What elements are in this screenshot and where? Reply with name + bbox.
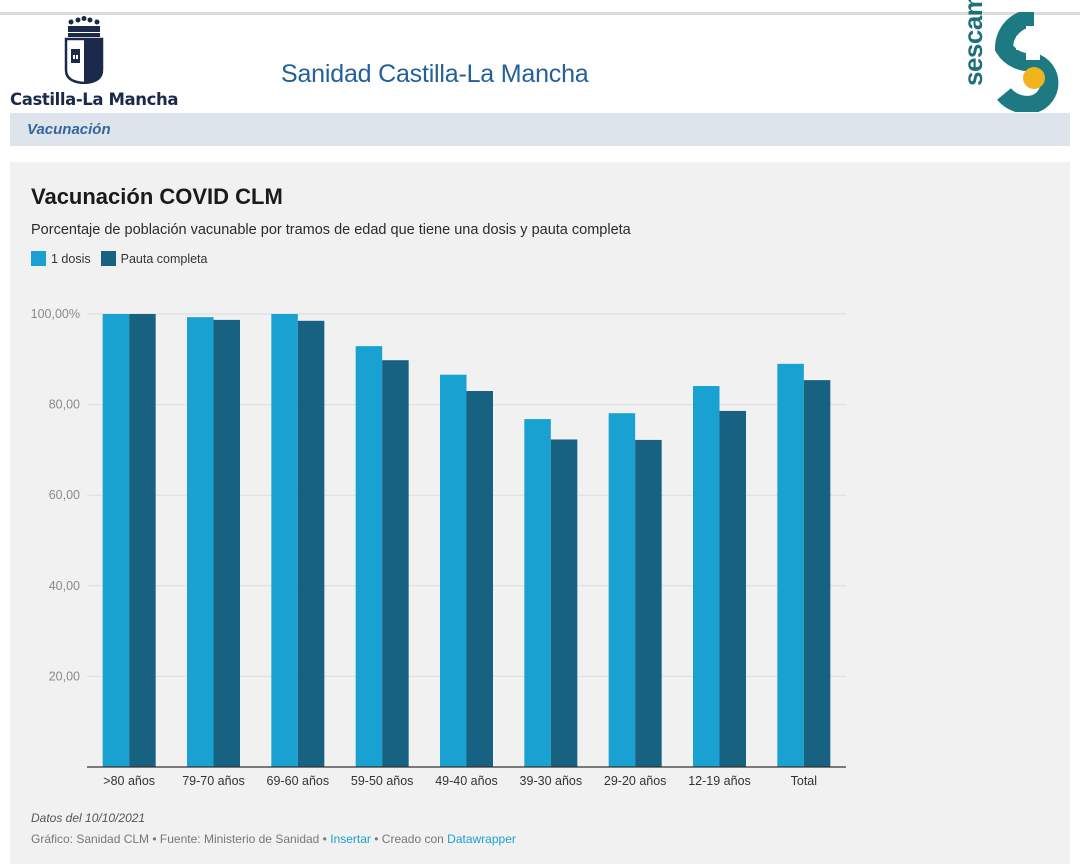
insert-link[interactable]: Insertar	[330, 832, 371, 846]
datawrapper-link[interactable]: Datawrapper	[447, 832, 516, 846]
legend-item-1-dosis: 1 dosis	[31, 251, 91, 266]
section-label[interactable]: Vacunación	[27, 121, 111, 138]
crown-shield-icon	[64, 16, 104, 84]
chart-legend: 1 dosis Pauta completa	[31, 251, 217, 266]
bar-pauta-completa	[719, 410, 746, 767]
legend-swatch-pauta-completa	[100, 251, 116, 266]
chart-title: Vacunación COVID CLM	[31, 184, 283, 209]
bar-pauta-completa	[297, 320, 325, 767]
bar-pauta-completa	[803, 380, 831, 767]
x-tick-label: 59-50 años	[351, 774, 414, 788]
credits-mid: • Creado con	[370, 832, 448, 846]
bar-1-dosis	[608, 413, 636, 767]
section-bar: Vacunación	[10, 113, 1070, 146]
legend-item-pauta-completa: Pauta completa	[100, 251, 208, 266]
x-tick-label: Total	[791, 774, 817, 788]
top-rule	[0, 12, 1080, 15]
x-tick-label: >80 años	[103, 774, 155, 788]
y-tick-label: 100,00%	[31, 307, 80, 321]
bar-1-dosis	[524, 419, 551, 767]
legend-swatch-1-dosis	[31, 251, 46, 266]
bar-1-dosis	[187, 317, 214, 767]
sescam-logo-icon[interactable]	[974, 12, 1070, 112]
legend-label-pauta-completa: Pauta completa	[120, 251, 208, 266]
bar-pauta-completa	[129, 314, 156, 767]
x-tick-label: 49-40 años	[435, 774, 498, 788]
bar-1-dosis	[693, 386, 720, 767]
bar-chart: 20,00 40,00 60,00 80,00 100,00% >80 años 79-70…	[31, 307, 846, 788]
bar-pauta-completa	[466, 391, 493, 767]
legend-label-1-dosis: 1 dosis	[51, 251, 91, 266]
credits-prefix: Gráfico: Sanidad CLM • Fuente: Ministeri…	[31, 832, 331, 846]
y-tick-label: 80,00	[49, 398, 80, 412]
bar-1-dosis	[777, 363, 804, 767]
bar-1-dosis	[271, 314, 298, 767]
bar-pauta-completa	[382, 360, 409, 767]
chart-subtitle: Porcentaje de población vacunable por tr…	[31, 222, 631, 238]
y-tick-label: 20,00	[49, 669, 80, 683]
bar-1-dosis	[355, 346, 383, 767]
data-date-note: Datos del 10/10/2021	[31, 811, 146, 825]
bar-pauta-completa	[213, 319, 240, 767]
bar-pauta-completa	[635, 439, 662, 767]
x-tick-label: 12-19 años	[688, 774, 751, 788]
bar-1-dosis	[440, 374, 467, 767]
chart-panel: Vacunación COVID CLM Porcentaje de pobla…	[10, 162, 1070, 864]
chart-credits: Gráfico: Sanidad CLM • Fuente: Ministeri…	[31, 832, 516, 846]
bar-pauta-completa	[550, 439, 578, 767]
castilla-la-mancha-logo[interactable]: Castilla-La Mancha	[10, 16, 178, 110]
y-tick-label: 60,00	[49, 488, 80, 502]
x-tick-label: 79-70 años	[182, 774, 245, 788]
region-logo-text: Castilla-La Mancha	[10, 90, 179, 109]
x-tick-label: 69-60 años	[267, 774, 330, 788]
x-tick-label: 39-30 años	[520, 774, 583, 788]
site-title[interactable]: Sanidad Castilla-La Mancha	[281, 60, 589, 88]
bar-1-dosis	[102, 314, 130, 767]
y-tick-label: 40,00	[49, 579, 80, 593]
x-tick-label: 29-20 años	[604, 774, 667, 788]
